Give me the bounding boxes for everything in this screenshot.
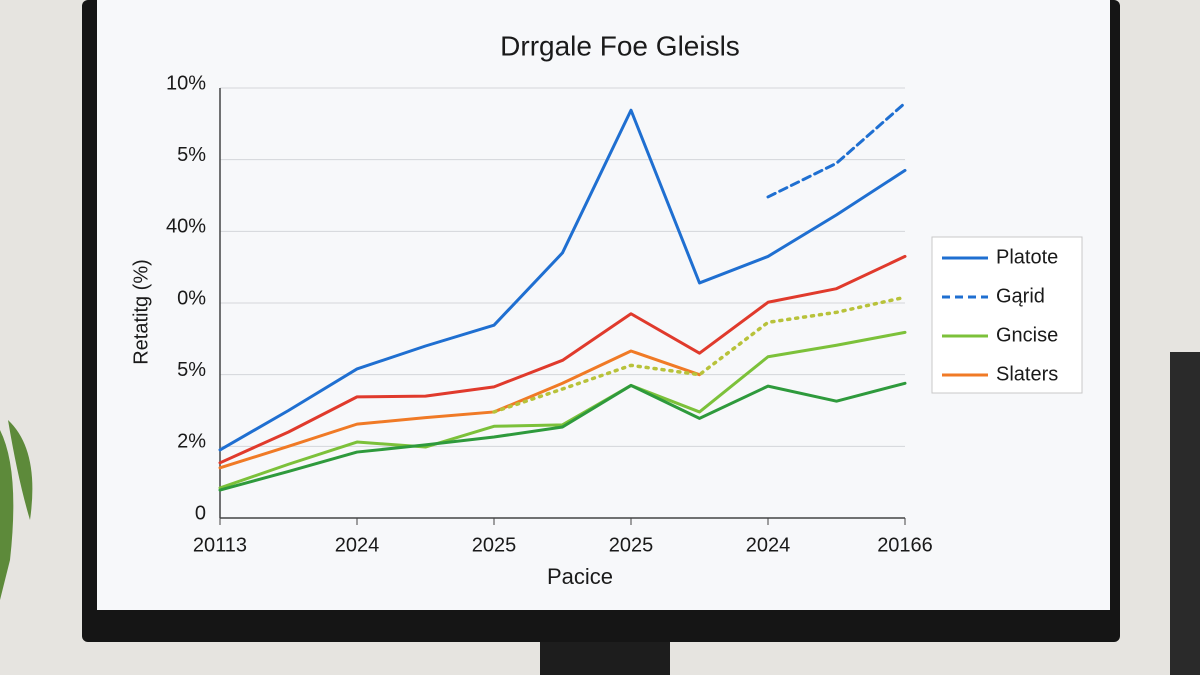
series-line: [766, 101, 907, 199]
series-line: [218, 254, 907, 465]
x-tick-label: 2024: [335, 534, 380, 556]
legend-label: Gncise: [996, 324, 1058, 346]
y-tick-label: 40%: [166, 216, 206, 238]
y-tick-label: 5%: [177, 359, 206, 381]
y-tick-label: 2%: [177, 431, 206, 453]
y-tick-label: 5%: [177, 144, 206, 166]
series-line: [218, 330, 907, 490]
x-tick-label: 2024: [746, 534, 791, 556]
plant: [0, 420, 33, 600]
legend: Platote Gąrid Gncise Slaters: [931, 236, 1083, 394]
series-line: [218, 349, 701, 470]
plot: 0 2% 5% 0% 40% 5% 10% 20113 2024 2025 2025 2024 2016…: [166, 72, 933, 556]
series-line: [218, 381, 907, 492]
x-tick-label: 20166: [877, 534, 933, 556]
y-tick-label: 0%: [177, 287, 206, 309]
legend-label: Platote: [996, 246, 1058, 268]
legend-label: Gąrid: [996, 285, 1045, 307]
y-tick-label: 0: [195, 502, 206, 524]
series-line: [492, 295, 907, 414]
y-axis-label: Retatitg (%): [130, 259, 152, 365]
side-object: [1170, 352, 1200, 675]
chart-title: Drrgale Foe Gleisls: [500, 30, 740, 61]
legend-label: Slaters: [996, 363, 1058, 385]
x-axis-label: Pacice: [547, 564, 613, 589]
x-tick-label: 20113: [193, 534, 247, 556]
x-tick-label: 2025: [609, 534, 654, 556]
series-line: [218, 108, 907, 452]
legend-box: [931, 236, 1083, 394]
x-tick-label: 2025: [472, 534, 517, 556]
y-tick-label: 10%: [166, 72, 206, 94]
